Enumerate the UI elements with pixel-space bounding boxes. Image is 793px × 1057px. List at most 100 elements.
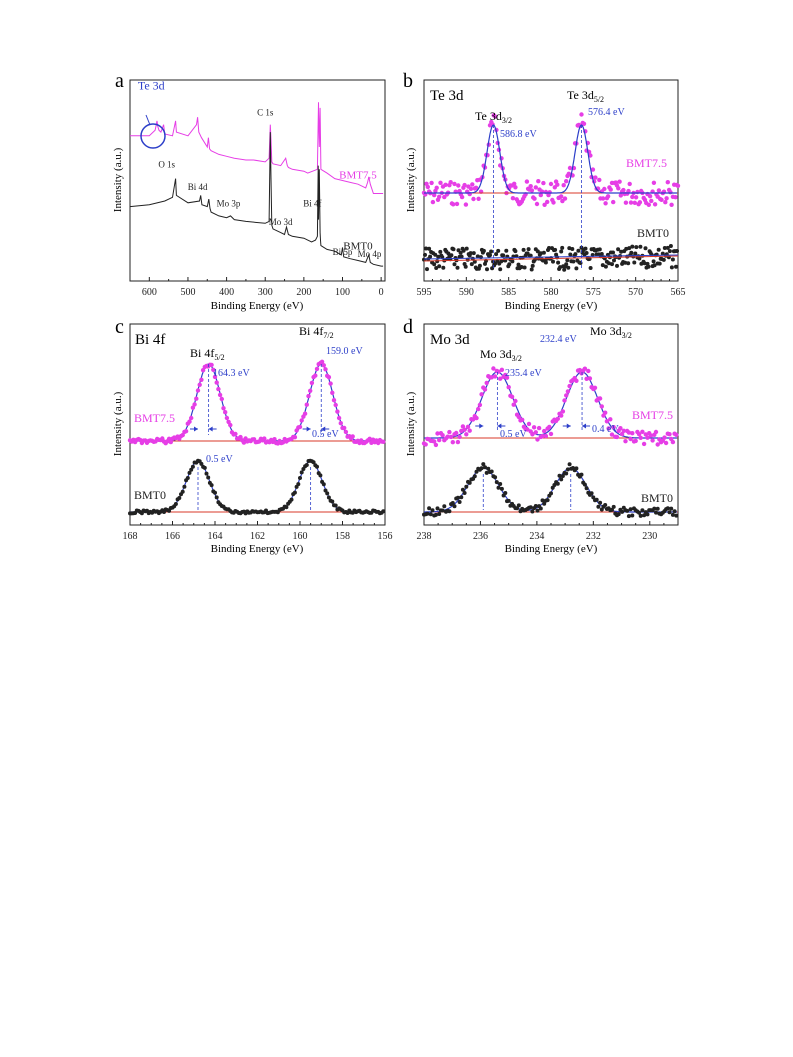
te-bmt75-point	[579, 112, 584, 117]
x-tick-label: 575	[586, 287, 601, 298]
bi-bmt75-point	[183, 429, 189, 434]
mo-bmt0-point	[457, 500, 462, 504]
mo-bmt0-point	[552, 483, 557, 487]
mo-bmt0-point	[555, 481, 560, 486]
te-bmt75-point	[617, 179, 622, 184]
mo-bmt75-point	[603, 410, 608, 415]
te-bmt0-point	[438, 249, 443, 254]
te-bmt75-point	[532, 196, 537, 201]
bi-bmt75-point	[338, 421, 343, 426]
te-bmt0-point	[510, 259, 515, 264]
bi-peak1-value: 164.3 eV	[213, 368, 250, 379]
te-bmt0-point	[634, 245, 639, 250]
bi-bmt0-point	[213, 490, 217, 495]
mo-bmt0-point	[598, 500, 603, 505]
te-bmt75-point	[668, 190, 673, 195]
bi-bmt0-point	[326, 495, 331, 500]
te-bmt75-point	[664, 196, 669, 201]
mo-bmt75-point	[592, 385, 598, 390]
te-bmt75-point	[456, 183, 461, 188]
te-bmt75-point	[567, 165, 573, 171]
te-bmt75-point	[663, 200, 668, 205]
te-bmt0-point	[584, 251, 589, 255]
mo-bmt75-point	[621, 428, 626, 433]
te-bmt75-point	[675, 183, 681, 188]
te-bmt75-point	[632, 200, 637, 205]
te-bmt75-point	[588, 153, 593, 158]
mo-bmt75-point	[516, 414, 521, 420]
mo-bmt0-point	[557, 473, 562, 478]
x-tick-label: 200	[296, 287, 311, 298]
mo-bmt75-point	[630, 431, 635, 436]
te-bmt0-point	[657, 261, 662, 266]
mo-bmt0-point	[489, 469, 494, 474]
te-bmt0-point	[434, 266, 439, 270]
te-bmt0-point	[499, 259, 504, 264]
mo-bmt0-point	[499, 486, 504, 491]
te-bmt75-point	[547, 190, 552, 195]
te-bmt75-point	[524, 179, 530, 184]
te-bmt75-point	[627, 181, 632, 187]
te-bmt0-point	[459, 254, 464, 259]
bi-bmt75-point	[342, 425, 347, 431]
bi-bmt75-point	[219, 396, 224, 402]
mo-shift1-value: 0.5 eV	[500, 429, 527, 440]
bi-bmt75-point	[199, 377, 204, 382]
te-bmt0-point	[651, 259, 656, 264]
te-bmt0-point	[496, 248, 501, 253]
te-bmt75-point	[665, 180, 670, 185]
mo-bmt0-point	[565, 467, 570, 472]
te-bmt75-point	[618, 193, 623, 198]
bi-bmt75-point	[212, 374, 218, 380]
panel-d-ticks: 238 236 234 232 230	[417, 521, 679, 542]
bi-bmt75-point	[195, 388, 201, 393]
te-bmt75-point	[562, 196, 568, 201]
te-bmt0-point	[558, 265, 563, 270]
mo-bmt0-point	[674, 513, 679, 518]
te-bmt75-point	[533, 185, 538, 190]
mo-bmt0-point	[599, 507, 604, 512]
te-bmt75-point	[581, 121, 587, 127]
panel-d-series	[421, 366, 679, 519]
te-bmt0-point	[424, 246, 428, 251]
mo-bmt75-point	[455, 439, 461, 445]
mo-bmt75-point	[440, 433, 445, 438]
mo-bmt75-point	[582, 366, 588, 371]
mo-bmt75-point	[638, 435, 643, 440]
bi-bmt0-point	[311, 460, 316, 465]
te-bmt75-point	[637, 200, 643, 205]
bi-shift2-value: 0.5 eV	[312, 429, 339, 440]
mo-bmt0-point	[442, 504, 447, 509]
panel-b-bmt75-label: BMT7.5	[626, 156, 667, 170]
te-bmt0-point	[567, 246, 572, 251]
bi-bmt75-point	[168, 439, 173, 445]
mo-bmt75-point	[662, 435, 667, 440]
te-bmt0-point	[543, 260, 548, 265]
mo-bmt0-point	[591, 495, 596, 500]
mo-bmt0-point	[486, 466, 491, 471]
te-bmt0-point	[493, 261, 498, 266]
te-bmt0-point	[574, 266, 579, 271]
te-bmt75-point	[438, 180, 443, 185]
te-bmt75-point	[626, 188, 631, 194]
bi-bmt75-point	[343, 429, 349, 435]
mo-bmt0-point	[533, 504, 538, 508]
te-bmt0-point	[513, 249, 518, 254]
mo-bmt0-point	[540, 498, 545, 503]
mo-bmt75-point	[513, 398, 518, 404]
mo-bmt75-point	[530, 432, 535, 437]
mo-bmt75-point	[450, 440, 455, 445]
te-bmt0-point	[667, 249, 672, 254]
mo-bmt75-point	[565, 389, 571, 394]
mo-bmt75-point	[567, 383, 572, 389]
x-tick-label: 565	[671, 287, 686, 298]
te-bmt75-point	[536, 179, 541, 184]
mo-bmt75-point	[542, 428, 547, 434]
mo-bmt75-point	[525, 427, 530, 432]
mo-bmt75-point	[445, 434, 450, 439]
te-bmt0-point	[449, 253, 454, 258]
te-bmt0-point	[656, 247, 661, 252]
mo-peak1-value: 235.4 eV	[505, 368, 542, 379]
mo-bmt75-point	[564, 393, 569, 398]
te-bmt75-point	[454, 201, 460, 207]
